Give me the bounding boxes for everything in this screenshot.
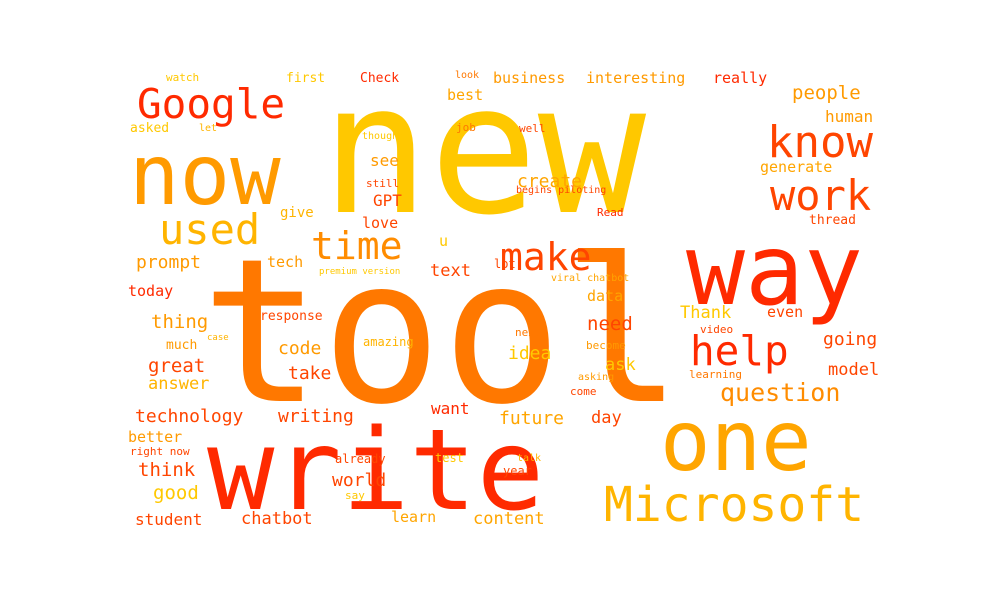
- word-google: Google: [137, 80, 286, 128]
- word-video: video: [700, 323, 734, 336]
- word-even: even: [767, 303, 804, 321]
- word-begins-piloting: begins piloting: [516, 185, 607, 196]
- word-well: well: [519, 122, 546, 135]
- word-thought: thought: [362, 131, 405, 142]
- word-technology: technology: [135, 406, 244, 427]
- word-best: best: [447, 86, 484, 104]
- word-much: much: [166, 338, 198, 353]
- word-idea: idea: [508, 343, 552, 364]
- word-generate: generate: [760, 158, 833, 176]
- word-thread: thread: [809, 213, 856, 228]
- word-model: model: [828, 360, 880, 380]
- word-good: good: [153, 482, 199, 504]
- word-prompt: prompt: [136, 252, 202, 273]
- word-already: already: [335, 452, 386, 466]
- word-first: first: [286, 71, 326, 86]
- word-help: help: [690, 327, 789, 375]
- word-create: create: [517, 171, 583, 192]
- word-future: future: [499, 408, 565, 429]
- word-asked: asked: [130, 121, 170, 136]
- word-great: great: [148, 355, 206, 377]
- word-interesting: interesting: [586, 69, 686, 87]
- word-text: text: [430, 261, 471, 281]
- word-still: still: [366, 177, 400, 190]
- word-make: make: [500, 235, 592, 279]
- word-microsoft: Microsoft: [604, 477, 865, 533]
- word-question: question: [720, 378, 841, 407]
- word-right-now: right now: [130, 445, 190, 458]
- word-used: used: [159, 205, 261, 254]
- word-watch: watch: [166, 71, 200, 84]
- word-going: going: [823, 329, 878, 350]
- word-better: better: [128, 428, 183, 446]
- word-ask: ask: [605, 355, 636, 375]
- word-say: say: [345, 489, 365, 502]
- word-response: response: [260, 309, 323, 324]
- word-way: way: [686, 214, 864, 328]
- word-write: write: [207, 406, 545, 536]
- word-time: time: [311, 224, 403, 268]
- word-want: want: [431, 399, 470, 418]
- word-tool: tool: [201, 216, 683, 449]
- word-come: come: [570, 385, 597, 398]
- word-answer: answer: [148, 374, 210, 394]
- word-writing: writing: [278, 406, 354, 427]
- word-premium-version: premium version: [319, 267, 401, 277]
- word-chatbot: chatbot: [241, 509, 313, 529]
- word-talk: talk: [517, 453, 542, 464]
- word-year: year: [503, 464, 532, 478]
- word-let: let: [199, 123, 218, 134]
- word-student: student: [135, 510, 203, 529]
- word-one: one: [660, 392, 812, 490]
- word-gpt: GPT: [373, 191, 402, 210]
- word-data: data: [587, 287, 624, 305]
- word-human: human: [825, 107, 874, 126]
- word-really: really: [713, 69, 768, 87]
- word-world: world: [332, 470, 387, 491]
- word-become: become: [586, 339, 626, 352]
- word-new: new: [321, 46, 647, 255]
- word-see: see: [370, 151, 399, 170]
- word-test: test: [435, 451, 464, 465]
- word-code: code: [278, 338, 322, 359]
- word-now: now: [129, 126, 281, 224]
- word-u: u: [439, 232, 449, 250]
- word-thing: thing: [151, 311, 209, 333]
- word-today: today: [128, 282, 174, 300]
- word-business: business: [493, 69, 566, 87]
- word-look: look: [455, 70, 480, 81]
- word-check: Check: [360, 71, 400, 86]
- word-work: work: [770, 171, 872, 220]
- word-amazing: amazing: [363, 335, 414, 349]
- word-people: people: [792, 82, 861, 104]
- word-lot: lot: [494, 257, 516, 271]
- word-content: content: [473, 509, 545, 529]
- word-viral-chatbot: viral chatbot: [551, 273, 630, 284]
- word-give: give: [280, 205, 314, 221]
- word-tech: tech: [267, 253, 304, 271]
- word-next: next: [515, 326, 542, 339]
- word-read: Read: [597, 206, 624, 219]
- word-know: know: [767, 117, 873, 168]
- word-love: love: [362, 214, 399, 232]
- word-job: job: [456, 121, 476, 134]
- word-take: take: [288, 363, 332, 384]
- word-learning: learning: [689, 368, 742, 381]
- word-asking: asking: [578, 372, 615, 383]
- word-need: need: [587, 313, 633, 335]
- word-learn: learn: [391, 508, 437, 526]
- word-day: day: [591, 408, 622, 428]
- word-case: case: [207, 333, 229, 343]
- word-thank: Thank: [680, 303, 732, 323]
- word-think: think: [138, 459, 196, 481]
